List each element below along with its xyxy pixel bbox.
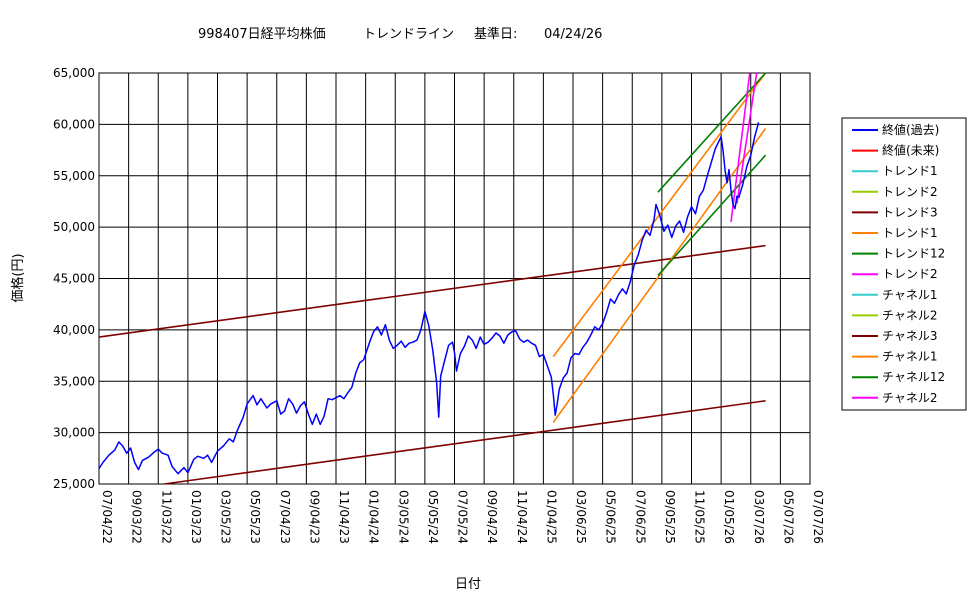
chart-title: 998407日経平均株価 [198, 27, 326, 42]
y-tick-label: 60,000 [53, 117, 95, 131]
x-tick-label: 03/05/24 [396, 490, 410, 544]
trend-line [730, 72, 751, 223]
y-axis: 25,000 30,000 35,000 40,000 45,000 50,000 55,0… [53, 66, 95, 491]
y-axis-label: 価格(円) [10, 253, 26, 302]
legend-entry: トレンド1 [882, 226, 938, 240]
y-tick-label: 65,000 [53, 66, 95, 80]
trend-line [98, 244, 766, 338]
legend-box [841, 117, 967, 411]
legend-entry: チャネル2 [882, 308, 938, 322]
legend: 終値(過去) 終値(未来) トレンド1 トレンド2 トレンド3 トレンド1 トレンド12 トレ… [841, 117, 967, 411]
x-tick-label: 09/05/25 [663, 490, 677, 544]
legend-entry: チャネル12 [882, 370, 945, 384]
x-axis: 07/04/22 09/03/22 11/03/22 01/03/23 03/05/23… [100, 490, 825, 544]
x-tick-label: 09/03/22 [130, 490, 144, 544]
price-series-line [98, 122, 760, 475]
legend-entry: トレンド1 [882, 164, 938, 178]
legend-entry: チャネル1 [882, 350, 938, 364]
x-axis-label: 日付 [455, 577, 481, 592]
x-tick-label: 05/07/26 [781, 490, 795, 544]
legend-entry: トレンド12 [882, 247, 945, 261]
chart-title-base-label: 基準日: [474, 26, 517, 42]
title-group: 998407日経平均株価 トレンドライン 基準日: 04/24/26 [198, 26, 602, 42]
chart-title-base-date: 04/24/26 [544, 27, 602, 42]
x-tick-label: 01/05/26 [722, 490, 736, 544]
y-tick-label: 30,000 [53, 426, 95, 440]
x-tick-label: 09/04/24 [485, 490, 499, 544]
x-tick-label: 07/07/26 [811, 490, 825, 544]
x-tick-label: 11/04/23 [337, 490, 351, 544]
legend-entry: トレンド3 [882, 205, 938, 219]
y-tick-label: 35,000 [53, 374, 95, 388]
legend-entry: チャネル3 [882, 329, 938, 343]
chart-title-mid: トレンドライン [363, 27, 454, 42]
x-tick-label: 05/06/25 [604, 490, 618, 544]
legend-entry: チャネル2 [882, 391, 938, 405]
x-tick-label: 01/04/24 [367, 490, 381, 544]
y-tick-label: 40,000 [53, 323, 95, 337]
y-tick-label: 55,000 [53, 169, 95, 183]
series-layer [98, 72, 767, 485]
legend-entry: チャネル1 [882, 288, 938, 302]
x-tick-label: 11/05/25 [693, 490, 707, 544]
x-tick-label: 11/03/22 [159, 490, 173, 544]
x-tick-label: 07/05/24 [456, 490, 470, 544]
x-tick-label: 07/04/22 [100, 490, 114, 544]
trend-line [657, 154, 767, 276]
legend-entry: トレンド2 [882, 185, 938, 199]
trend-line [736, 72, 758, 204]
x-tick-label: 07/04/23 [278, 490, 292, 544]
x-tick-label: 05/05/24 [426, 490, 440, 544]
x-tick-label: 01/04/25 [544, 490, 558, 544]
x-tick-label: 03/06/25 [574, 490, 588, 544]
grid-layer [98, 72, 811, 485]
x-tick-label: 05/05/23 [248, 490, 262, 544]
y-tick-label: 50,000 [53, 220, 95, 234]
y-tick-label: 25,000 [53, 477, 95, 491]
legend-entry: 終値(過去) [882, 122, 939, 137]
x-tick-label: 03/07/26 [752, 490, 766, 544]
y-tick-label: 45,000 [53, 272, 95, 286]
trend-line [164, 399, 766, 485]
x-tick-label: 01/03/23 [189, 490, 203, 544]
legend-entry: トレンド2 [882, 267, 938, 281]
x-tick-label: 03/05/23 [219, 490, 233, 544]
x-tick-label: 09/04/23 [307, 490, 321, 544]
x-tick-label: 07/06/25 [633, 490, 647, 544]
legend-entry: 終値(未来) [882, 143, 939, 158]
x-tick-label: 11/04/24 [515, 490, 529, 544]
